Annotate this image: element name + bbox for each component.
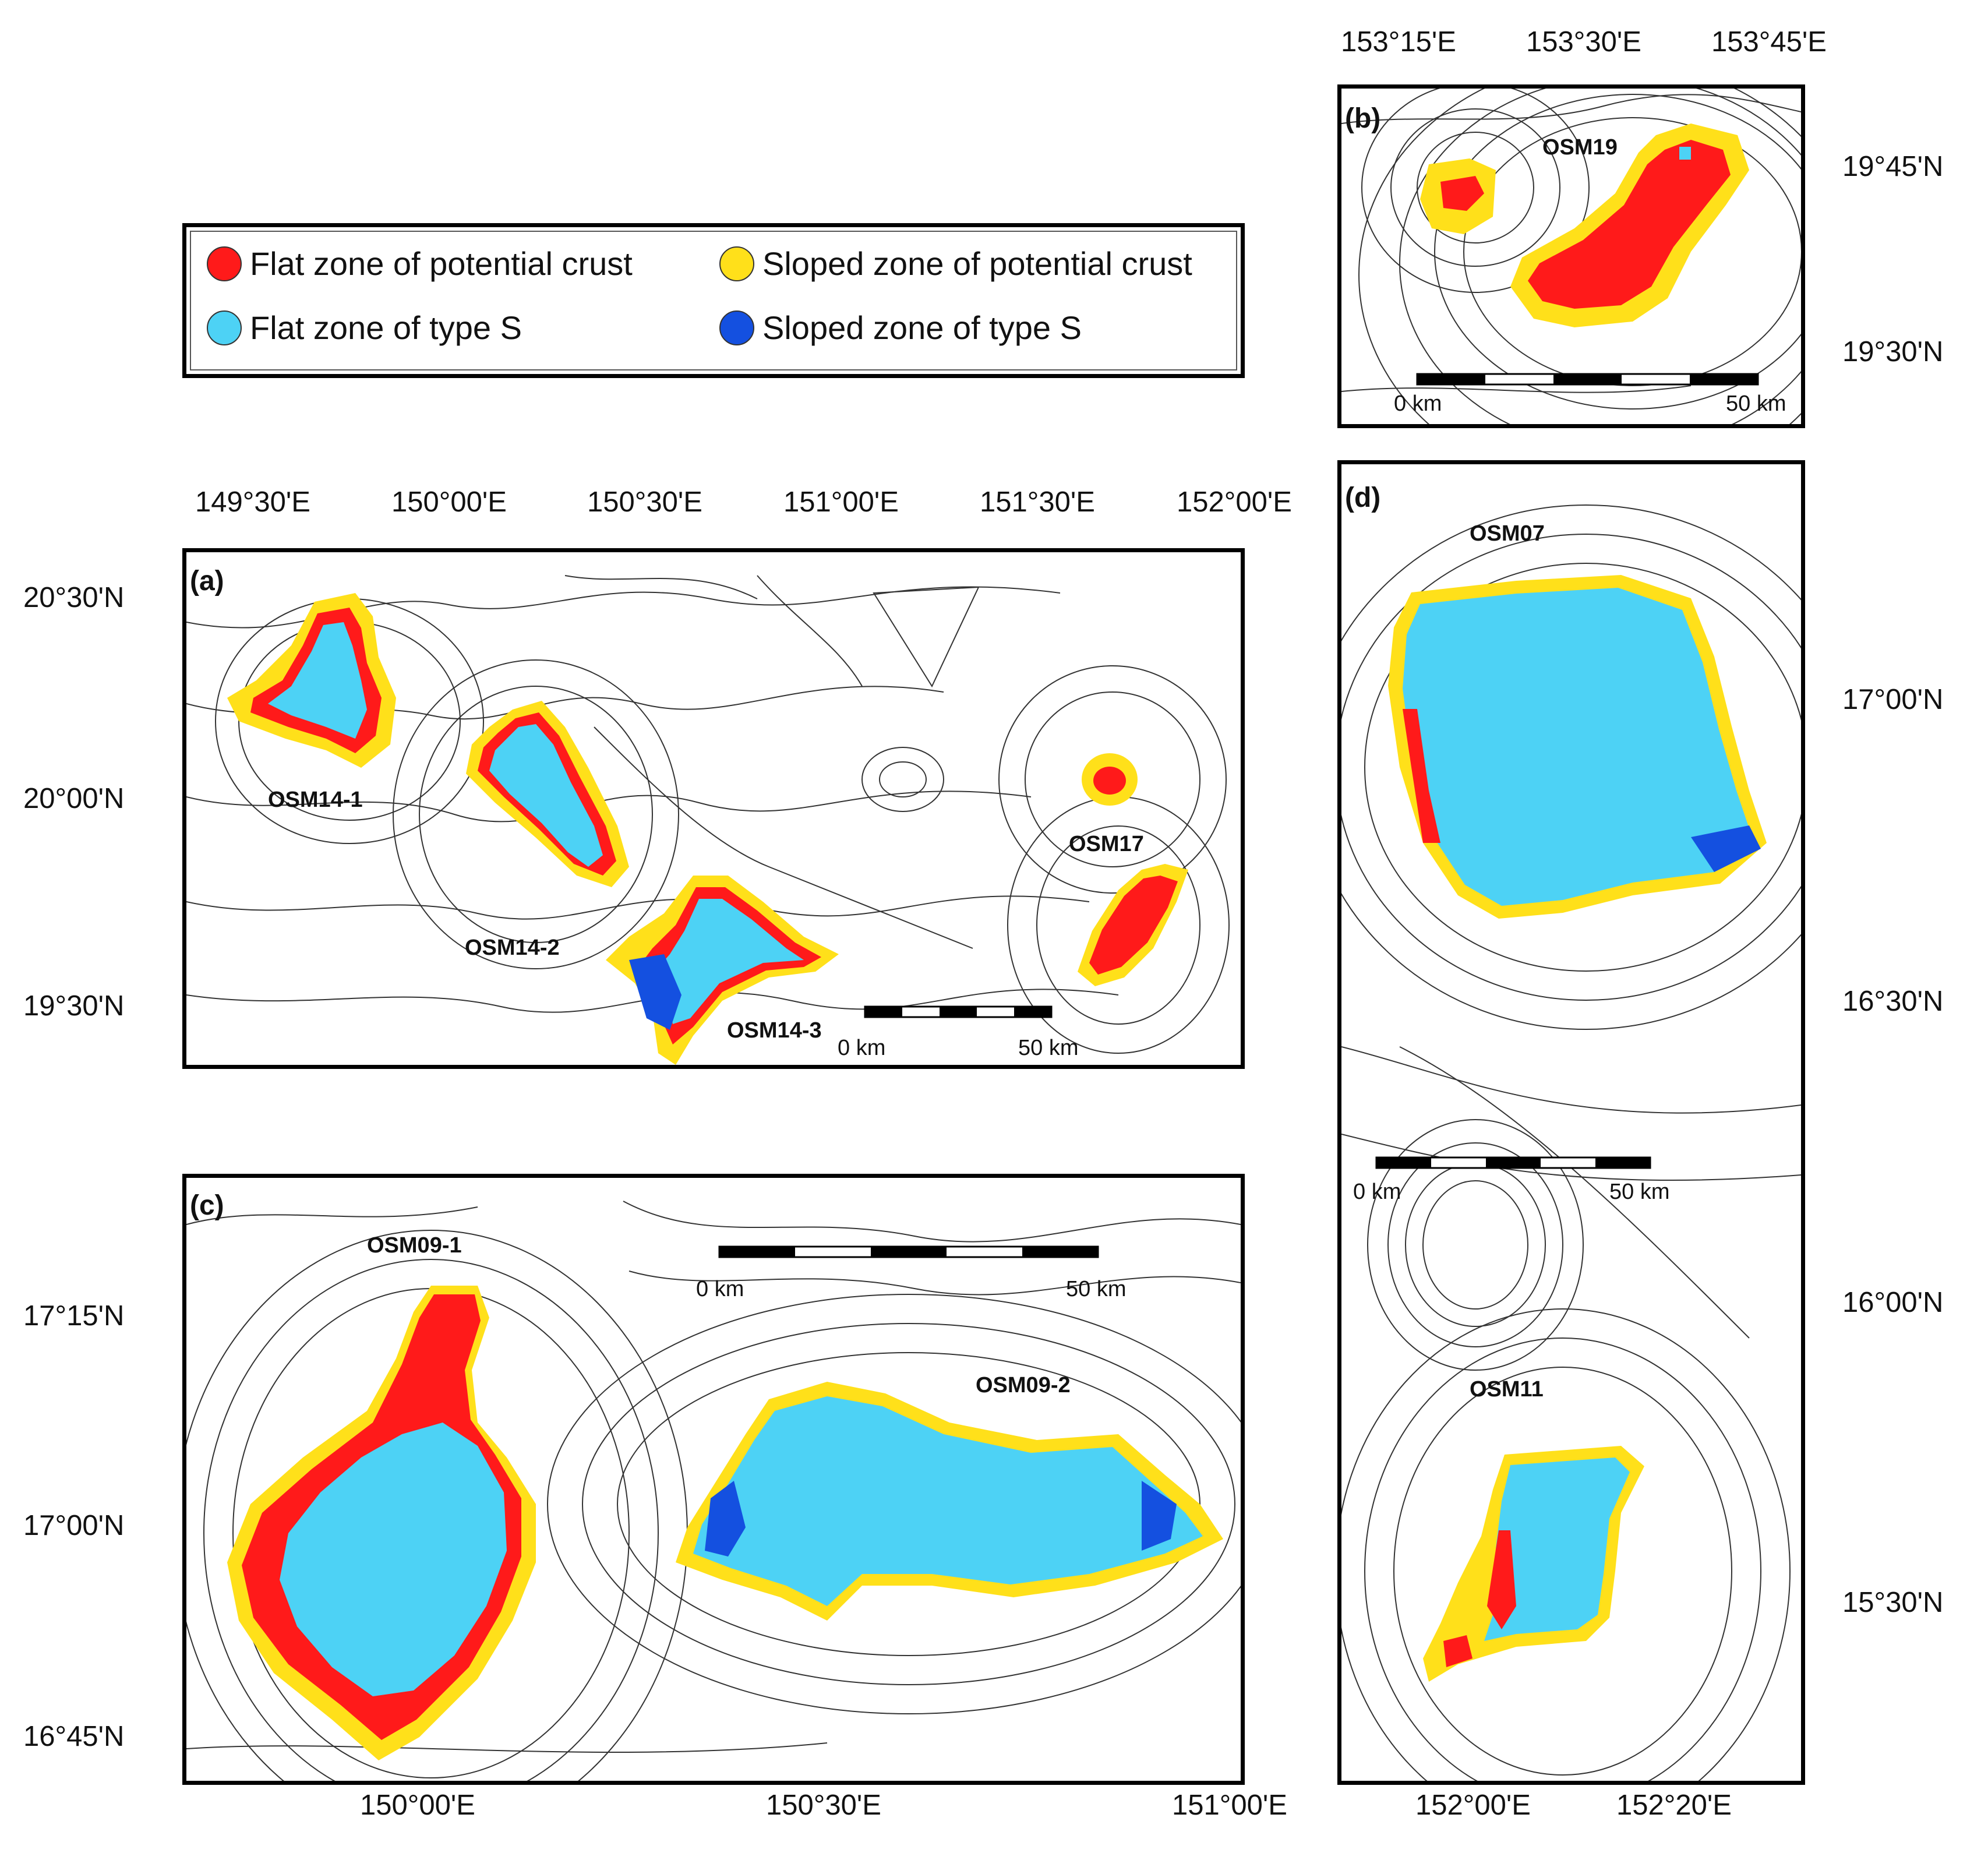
map-panel-c: (c) OSM09-1 OSM09-2 0 km 50 km	[182, 1174, 1245, 1785]
bathymetry-contours	[186, 575, 1230, 1054]
bathymetry-contours	[1341, 504, 1801, 1781]
scale-end-label: 50 km	[1726, 391, 1786, 416]
lat-label-d: 15°30'N	[1842, 1587, 1944, 1618]
lon-label-d: 152°20'E	[1616, 1790, 1732, 1821]
seamount-label: OSM11	[1470, 1377, 1544, 1402]
lon-label-d: 152°00'E	[1415, 1790, 1531, 1821]
legend-label: Sloped zone of potential crust	[762, 245, 1192, 282]
scale-start-label: 0 km	[838, 1036, 886, 1060]
lat-label-c: 17°15'N	[23, 1300, 125, 1332]
scale-bar-a	[864, 1005, 1053, 1018]
lat-label-b: 19°45'N	[1842, 151, 1944, 182]
cyan-swatch-icon	[207, 310, 242, 345]
seamount-label: OSM09-2	[976, 1373, 1071, 1397]
lat-label-b: 19°30'N	[1842, 336, 1944, 368]
panel-b-map	[1341, 89, 1801, 424]
legend-inner-frame	[190, 231, 1237, 370]
scale-end-label: 50 km	[1609, 1180, 1670, 1204]
red-swatch-icon	[207, 246, 242, 281]
panel-a-map	[186, 575, 1230, 1065]
lat-label-a: 19°30'N	[23, 990, 125, 1022]
seamount-label: OSM19	[1542, 135, 1618, 160]
yellow-swatch-icon	[719, 246, 754, 281]
lon-label-a: 150°00'E	[391, 486, 507, 518]
legend-item-flat-s: Flat zone of type S	[207, 309, 522, 347]
seamount-label: OSM17	[1069, 832, 1144, 856]
bathymetry-contours	[186, 1201, 1241, 1781]
lon-label-a: 152°00'E	[1177, 486, 1292, 518]
panel-label-a: (a)	[190, 566, 224, 597]
legend-item-sloped-crust: Sloped zone of potential crust	[719, 245, 1192, 283]
map-panel-d: (d) OSM07 OSM11 0 km 50 km	[1337, 460, 1805, 1785]
lon-label-c: 150°00'E	[360, 1790, 475, 1821]
panel-label-b: (b)	[1345, 103, 1381, 134]
panel-label-d: (d)	[1345, 482, 1381, 513]
lon-label-a: 151°00'E	[783, 486, 899, 518]
lon-label-a: 149°30'E	[195, 486, 310, 518]
scale-end-label: 50 km	[1066, 1277, 1127, 1301]
scale-bar-b	[1416, 373, 1759, 386]
panel-label-c: (c)	[190, 1190, 224, 1221]
map-legend: Flat zone of potential crust Sloped zone…	[182, 223, 1245, 378]
legend-item-sloped-s: Sloped zone of type S	[719, 309, 1082, 347]
map-panel-b: (b) OSM19 0 km 50 km	[1337, 84, 1805, 428]
scale-start-label: 0 km	[1394, 391, 1442, 416]
lat-label-d: 16°00'N	[1842, 1287, 1944, 1318]
lat-label-a: 20°00'N	[23, 783, 125, 814]
scale-bar-c	[718, 1245, 1099, 1258]
lat-label-d: 16°30'N	[1842, 986, 1944, 1017]
lon-label-a: 150°30'E	[587, 486, 702, 518]
lat-label-d: 17°00'N	[1842, 684, 1944, 715]
legend-label: Sloped zone of type S	[762, 309, 1082, 346]
lon-label-b: 153°30'E	[1526, 26, 1641, 58]
lat-label-a: 20°30'N	[23, 582, 125, 613]
blue-swatch-icon	[719, 310, 754, 345]
seamount-label: OSM14-2	[465, 936, 560, 960]
scale-end-label: 50 km	[1018, 1036, 1079, 1060]
lon-label-c: 151°00'E	[1172, 1790, 1287, 1821]
legend-label: Flat zone of type S	[250, 309, 522, 346]
lat-label-c: 17°00'N	[23, 1510, 125, 1541]
map-panel-a: (a) OSM14-1 OSM14-2 OSM14-3 OSM17 0 km 5…	[182, 548, 1245, 1069]
legend-label: Flat zone of potential crust	[250, 245, 633, 282]
seamount-label: OSM14-1	[268, 788, 363, 812]
lon-label-b: 153°15'E	[1341, 26, 1456, 58]
lon-label-c: 150°30'E	[766, 1790, 881, 1821]
legend-item-flat-crust: Flat zone of potential crust	[207, 245, 633, 283]
scale-start-label: 0 km	[696, 1277, 744, 1301]
lon-label-a: 151°30'E	[980, 486, 1095, 518]
scale-bar-d	[1375, 1156, 1651, 1169]
lon-label-b: 153°45'E	[1711, 26, 1827, 58]
panel-c-map	[186, 1201, 1241, 1781]
seamount-label: OSM07	[1470, 521, 1545, 546]
bathymetry-contours	[1341, 89, 1801, 424]
lat-label-c: 16°45'N	[23, 1721, 125, 1752]
seamount-label: OSM14-3	[727, 1018, 822, 1043]
seamount-label: OSM09-1	[367, 1233, 462, 1258]
scale-start-label: 0 km	[1353, 1180, 1401, 1204]
panel-d-map	[1341, 504, 1801, 1781]
